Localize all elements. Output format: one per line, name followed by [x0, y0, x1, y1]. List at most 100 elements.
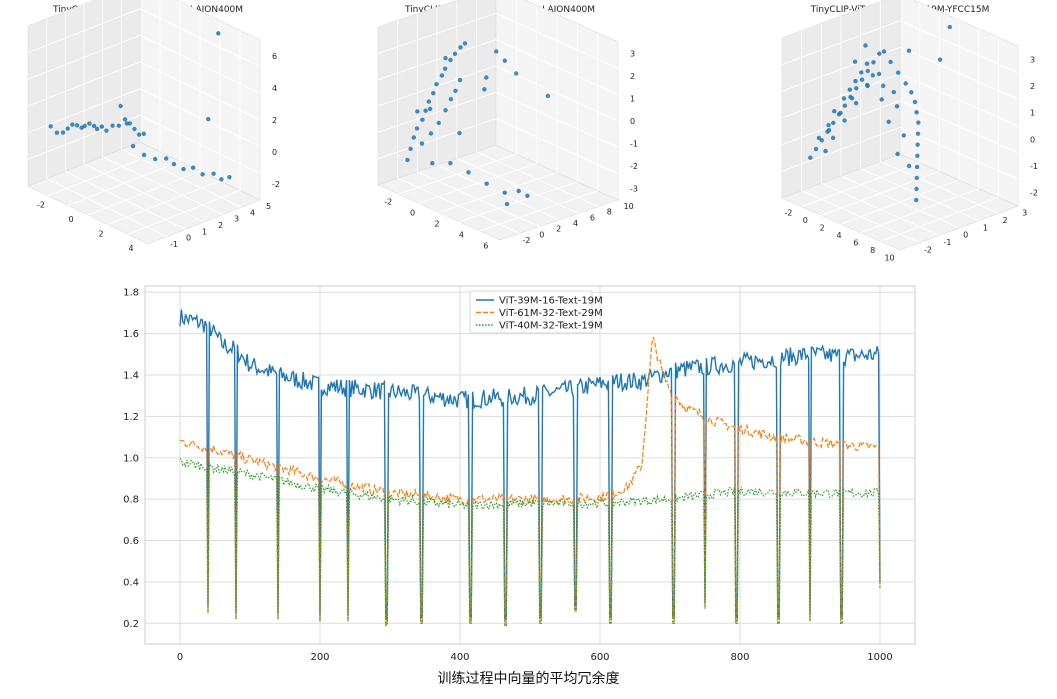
scatter-point: [915, 153, 920, 158]
scatter-point: [411, 135, 416, 140]
pane-gridline: [377, 12, 497, 54]
scatter-point: [466, 170, 471, 175]
y-tick-label: 0.2: [123, 619, 139, 630]
scatter-point: [87, 121, 92, 126]
scatter-point: [414, 126, 420, 131]
scatter-point: [864, 61, 870, 66]
series-line-1: [179, 309, 881, 620]
scatter-point: [431, 91, 436, 96]
pane-gridline: [899, 20, 1019, 74]
scatter-point: [482, 87, 487, 92]
scatter-point: [916, 120, 921, 125]
scatter-point: [457, 130, 462, 136]
x-tick-label: 8: [870, 246, 875, 255]
x-tick-label: 2: [820, 224, 825, 233]
scatter-point: [141, 152, 147, 158]
scatter-point: [865, 68, 870, 74]
scatter-point: [428, 131, 434, 136]
z-tick-label: -1: [1030, 162, 1038, 171]
scatter-point: [132, 126, 137, 132]
scatter-point: [841, 96, 847, 101]
scatter-point: [181, 166, 186, 172]
scatter-point: [842, 118, 847, 123]
scatter-point: [895, 151, 900, 157]
y-tick-label: 1.4: [123, 370, 139, 381]
x-tick-label: 0: [68, 215, 73, 224]
scatter-point: [405, 157, 410, 163]
scatter-point: [82, 123, 87, 129]
scatter-point: [462, 41, 468, 46]
scatter-point: [122, 117, 128, 122]
scatter-point: [826, 128, 832, 133]
x-tick-label: 2: [434, 220, 439, 229]
scatter-point: [853, 78, 858, 84]
scatter-point: [136, 132, 142, 137]
scatter-point: [94, 126, 100, 132]
scatter-point: [903, 81, 908, 86]
y-tick-label: 10: [624, 202, 634, 211]
scatter-point: [915, 131, 921, 136]
y-tick-label: -1: [170, 240, 178, 249]
x-tick-label: 4: [128, 244, 133, 253]
scatter-point: [525, 193, 530, 198]
scatter-point: [457, 77, 463, 83]
z-tick-label: 6: [272, 52, 277, 61]
scatter-point: [854, 86, 859, 91]
scatter3d-pane-3: TinyCLIP-ViT-39M-16-Text-19M-YFCC15M-202…: [781, 0, 1038, 262]
y-tick-label: 3: [234, 215, 239, 224]
scatter-point: [504, 201, 510, 207]
scatter-point: [849, 96, 855, 101]
scatter-point: [124, 121, 129, 126]
scatter-point: [484, 181, 489, 186]
figure-caption: 训练过程中向量的平均冗余度: [437, 671, 620, 687]
y-tick-label: 6: [590, 213, 595, 222]
scatter-point: [876, 71, 882, 77]
scatter-point: [852, 59, 858, 64]
pane-gridline: [139, 8, 261, 68]
y-tick-label: 2: [218, 221, 223, 230]
scatter-point: [443, 108, 448, 113]
scatter-point: [906, 163, 912, 169]
y-tick-label: 0.8: [123, 495, 139, 506]
scatter-point: [813, 146, 819, 152]
scatter-point: [826, 123, 831, 128]
scatter-point: [912, 99, 918, 105]
y-tick-label: 1: [202, 227, 207, 236]
x-tick-label: 0: [177, 652, 183, 663]
series-line-3: [179, 458, 881, 626]
y-tick-label: 1: [983, 223, 988, 232]
scatter-point: [808, 155, 813, 160]
x-tick-label: 600: [590, 652, 609, 663]
z-tick-label: 0: [630, 117, 635, 126]
z-tick-label: 3: [1030, 55, 1035, 64]
scatter-point: [415, 109, 420, 114]
y-tick-label: 0: [539, 230, 544, 239]
y-tick-label: 1.6: [123, 329, 139, 340]
legend-label: ViT-40M-32-Text-19M: [499, 321, 603, 332]
z-tick-label: -1: [630, 140, 638, 149]
y-tick-label: 0: [186, 234, 191, 243]
scatter-point: [891, 89, 896, 95]
scatter-point: [823, 148, 828, 154]
scatter-point: [211, 171, 216, 176]
scatter3d-pane-2: TinyCLIP-ViT-61M-32-Text-29M-LAION400M-2…: [377, 0, 638, 251]
y-tick-label: 2: [1003, 216, 1008, 225]
scatter-point: [171, 161, 177, 167]
pane-gridline: [880, 160, 999, 214]
scatter-point: [831, 120, 836, 126]
y-tick-label: 0: [963, 231, 968, 240]
pane-gridline: [121, 148, 242, 208]
z-tick-label: -3: [630, 185, 638, 194]
scatter-point: [448, 161, 453, 166]
scatter-point: [901, 133, 906, 138]
scatter-point: [141, 131, 146, 136]
y-tick-label: 8: [607, 208, 612, 217]
y-tick-label: 2: [556, 225, 561, 234]
scatter3d-pane-1: TinyCLIP-ViT-40M-32-Text-19M-LAION400M-2…: [27, 0, 280, 253]
scatter-point: [74, 123, 80, 128]
scatter-point: [881, 49, 887, 54]
scatter-point: [838, 110, 843, 116]
scatter-point: [914, 164, 920, 170]
scatter-point: [426, 99, 431, 104]
scatter-point: [452, 51, 458, 56]
